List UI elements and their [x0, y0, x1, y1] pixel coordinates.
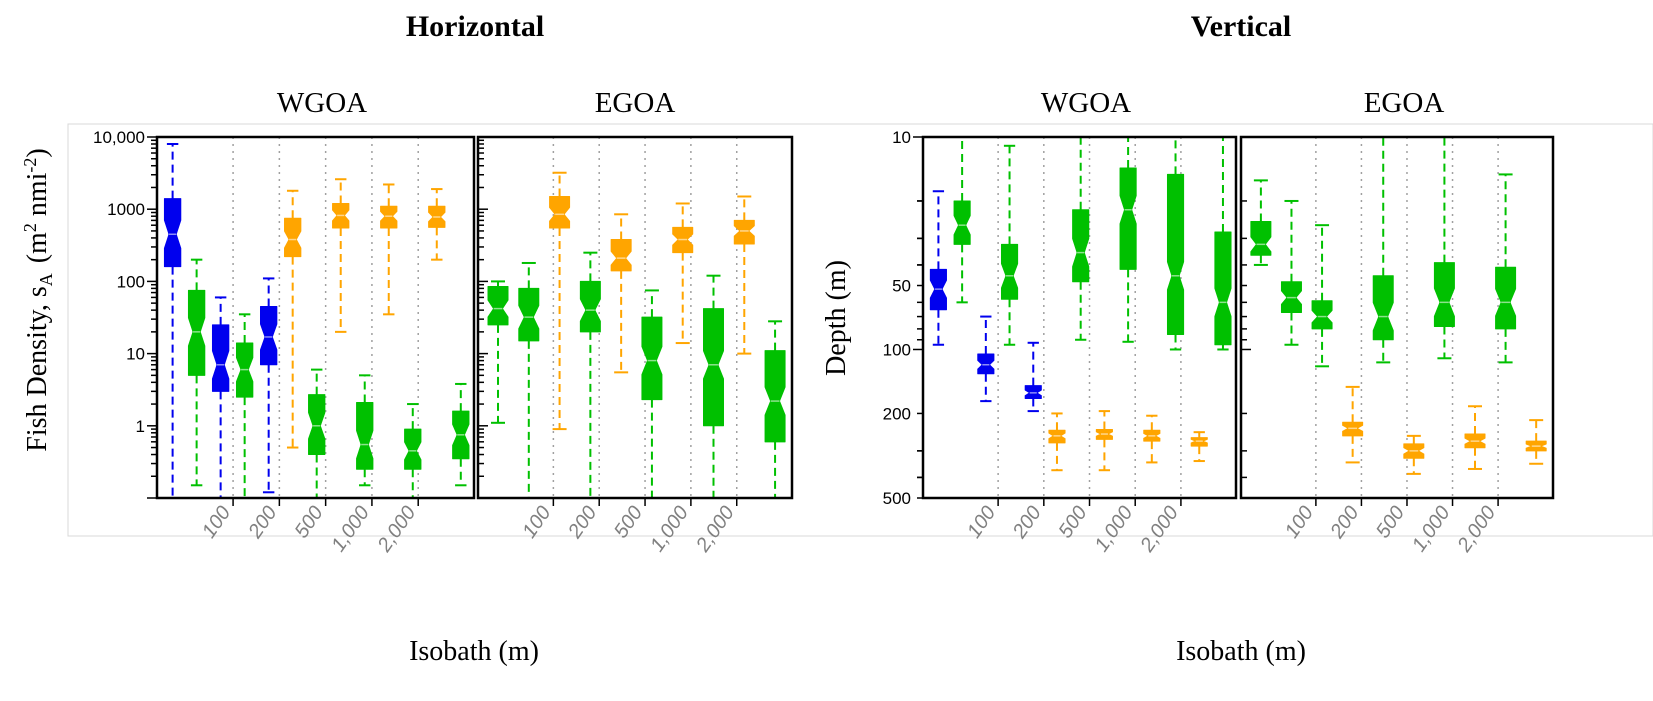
y-axis-label-density: Fish Density, sA (m2 nmi-2) [20, 148, 56, 451]
x-tick-label: 1,000 [1408, 502, 1455, 556]
panel-frame [155, 135, 476, 500]
panel-frame [476, 135, 794, 500]
box [733, 219, 755, 245]
x-tick-label: 1,000 [327, 502, 374, 556]
x-tick-label: 1,000 [1091, 502, 1138, 556]
y-tick-label: 500 [883, 489, 911, 508]
box [260, 305, 278, 366]
x-axis-label-left: Isobath (m) [409, 636, 539, 667]
y-label-sup2: -2 [20, 158, 40, 173]
box [1190, 437, 1208, 447]
box [1311, 300, 1333, 330]
box [404, 428, 422, 470]
panel-title-v-egoa: EGOA [1364, 87, 1445, 119]
figure-frame [67, 123, 1653, 537]
box [487, 285, 509, 326]
box [1166, 173, 1185, 335]
x-tick-label: 1,000 [646, 502, 693, 556]
x-tick-label: 2,000 [373, 502, 420, 556]
box [1372, 275, 1394, 341]
y-tick-label: 10 [892, 128, 911, 147]
y-tick-label: 10 [126, 345, 145, 364]
y-tick-label: 1000 [107, 200, 145, 219]
y-tick-label: 10,000 [93, 128, 145, 147]
panel-frame [921, 135, 1238, 500]
x-tick-label: 200 [1326, 502, 1364, 543]
box [1000, 243, 1019, 300]
box [1024, 385, 1042, 399]
x-tick-label: 2,000 [692, 502, 739, 556]
y-label-sup1: 2 [20, 223, 40, 232]
y-axis-label-depth: Depth (m) [821, 260, 852, 376]
box [380, 205, 398, 229]
box [308, 394, 326, 456]
box [284, 217, 302, 258]
x-tick-label: 2,000 [1453, 502, 1500, 556]
box [1214, 231, 1232, 346]
box [187, 289, 206, 376]
box [356, 402, 374, 470]
box [579, 280, 601, 333]
box [549, 195, 571, 229]
x-tick-label: 200 [564, 502, 602, 543]
x-tick-label: 200 [244, 502, 282, 543]
y-tick-label: 50 [892, 277, 911, 296]
box [953, 200, 971, 245]
panel-title-v-wgoa: WGOA [1041, 87, 1131, 119]
y-label-sub: A [36, 273, 56, 286]
y-label-unit-open: (m [22, 232, 53, 263]
y-tick-label: 200 [883, 404, 911, 423]
box [764, 350, 786, 443]
box [1072, 209, 1090, 283]
y-label-unit-mid: nmi [22, 172, 53, 223]
box [211, 324, 230, 392]
y-tick-label: 100 [117, 272, 145, 291]
box [1495, 266, 1517, 330]
box [163, 198, 182, 268]
y-tick-label: 100 [883, 340, 911, 359]
panel-frame [1239, 135, 1555, 500]
x-axis-label-right: Isobath (m) [1176, 636, 1306, 667]
box [977, 353, 995, 375]
x-tick-label: 2,000 [1136, 502, 1183, 556]
box [1250, 221, 1272, 256]
box [641, 316, 663, 401]
panel-horizontal-egoa: 100 200 500 1,000 2,000 [476, 135, 794, 557]
box [1119, 167, 1137, 270]
y-label-main: Fish Density, s [22, 286, 53, 451]
box [703, 308, 724, 427]
y-tick-label: 1 [136, 417, 145, 436]
panel-title-h-egoa: EGOA [595, 87, 676, 119]
title-vertical: Vertical [1191, 10, 1292, 43]
box [518, 287, 540, 342]
box [610, 239, 632, 272]
x-tick-label: 200 [1008, 502, 1046, 543]
title-horizontal: Horizontal [406, 10, 544, 43]
panel-title-h-wgoa: WGOA [277, 87, 367, 119]
box [1433, 262, 1455, 328]
y-label-unit-close: ) [22, 148, 53, 157]
